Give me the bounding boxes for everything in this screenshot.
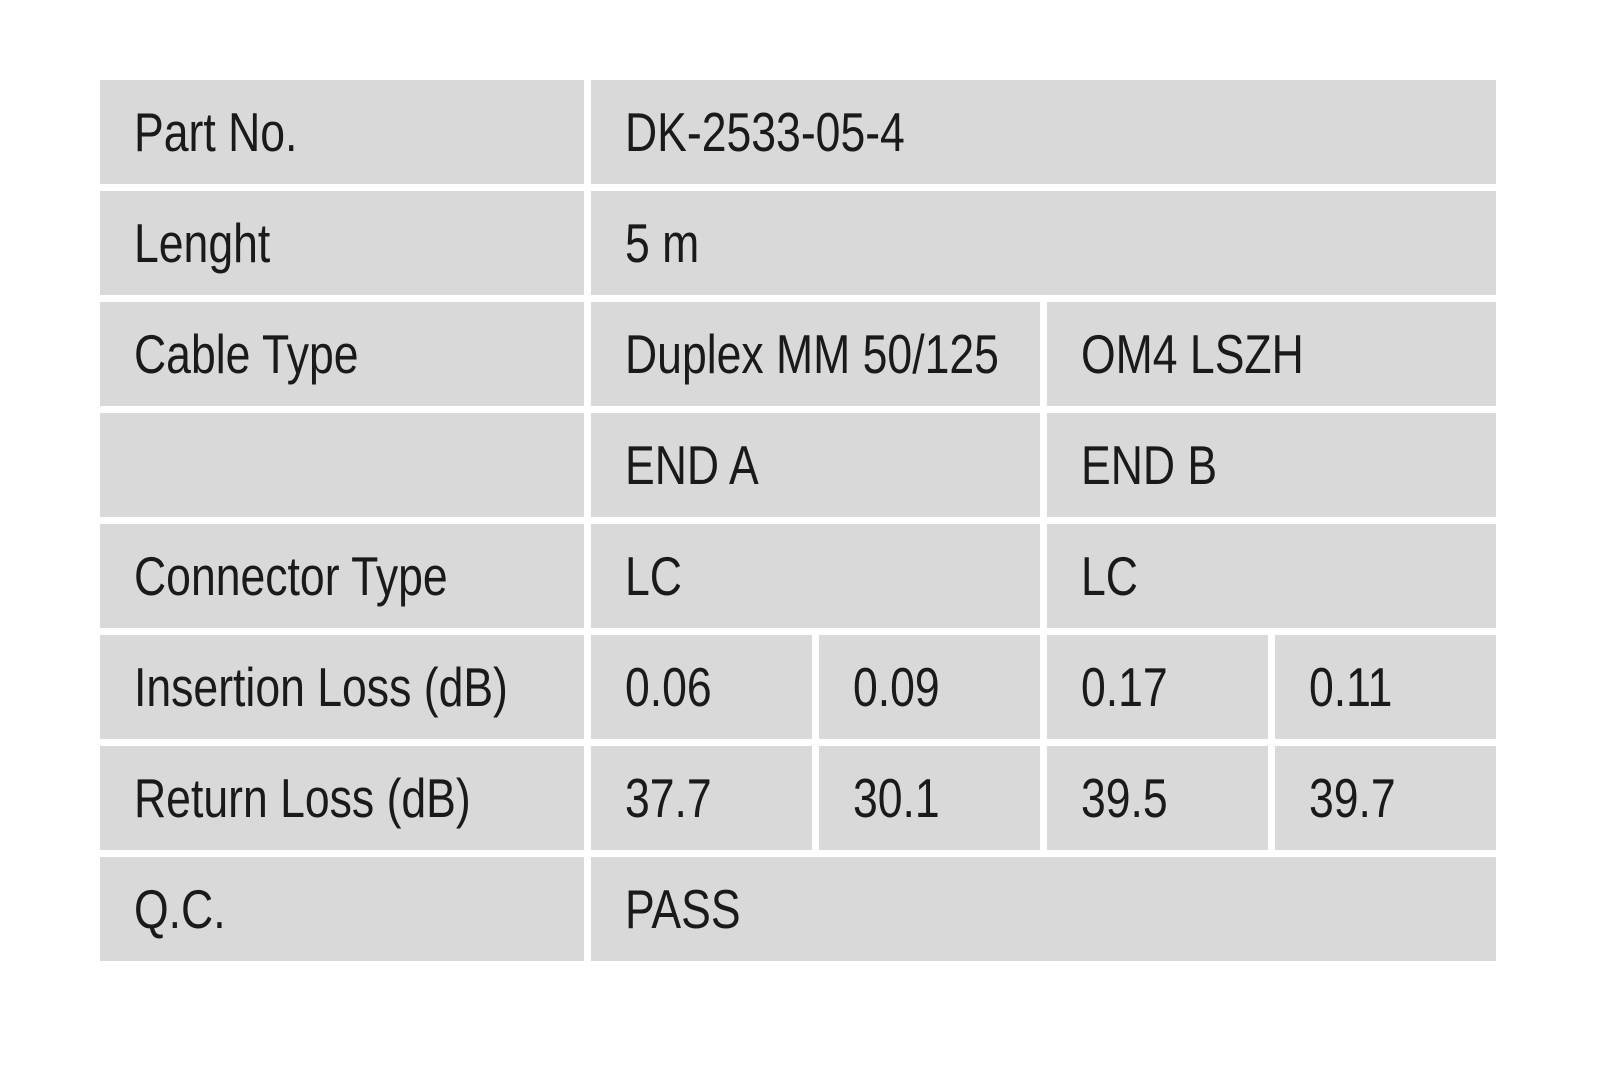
cell-insertion-loss-value-1: 0.09 xyxy=(819,635,1040,739)
label-text-cable-type: Cable Type xyxy=(134,322,359,385)
cell-cable-type-value-0: Duplex MM 50/125 xyxy=(591,302,1040,406)
cell-connector-type-value-0: LC xyxy=(591,524,1040,628)
value-text-ends-header-0: END A xyxy=(625,433,759,496)
cell-connector-type-value-1: LC xyxy=(1047,524,1496,628)
value-text-cable-type-0: Duplex MM 50/125 xyxy=(625,322,999,385)
label-text-insertion-loss: Insertion Loss (dB) xyxy=(134,655,508,718)
value-text-insertion-loss-0: 0.06 xyxy=(625,655,712,718)
cell-qc-value-0: PASS xyxy=(591,857,1496,961)
cell-ends-header-label xyxy=(100,413,584,517)
cell-length-label: Lenght xyxy=(100,191,584,295)
cell-qc-label: Q.C. xyxy=(100,857,584,961)
label-text-connector-type: Connector Type xyxy=(134,544,448,607)
value-text-connector-type-0: LC xyxy=(625,544,682,607)
value-text-qc-0: PASS xyxy=(625,877,741,940)
value-text-insertion-loss-3: 0.11 xyxy=(1309,655,1393,718)
cell-part-no-value-0: DK-2533-05-4 xyxy=(591,80,1496,184)
value-text-return-loss-1: 30.1 xyxy=(853,766,940,829)
value-text-insertion-loss-1: 0.09 xyxy=(853,655,940,718)
value-text-insertion-loss-2: 0.17 xyxy=(1081,655,1168,718)
cell-return-loss-value-0: 37.7 xyxy=(591,746,812,850)
cell-return-loss-value-1: 30.1 xyxy=(819,746,1040,850)
cell-ends-header-value-0: END A xyxy=(591,413,1040,517)
value-text-return-loss-2: 39.5 xyxy=(1081,766,1168,829)
cell-return-loss-value-2: 39.5 xyxy=(1047,746,1268,850)
cell-length-value-0: 5 m xyxy=(591,191,1496,295)
spec-table: Part No. DK-2533-05-4 Lenght 5 m Cable Type D… xyxy=(100,80,1496,961)
cell-return-loss-value-3: 39.7 xyxy=(1275,746,1496,850)
value-text-connector-type-1: LC xyxy=(1081,544,1138,607)
label-text-return-loss: Return Loss (dB) xyxy=(134,766,471,829)
value-text-part-no-0: DK-2533-05-4 xyxy=(625,100,905,163)
cell-part-no-label: Part No. xyxy=(100,80,584,184)
value-text-cable-type-1: OM4 LSZH xyxy=(1081,322,1304,385)
cell-cable-type-label: Cable Type xyxy=(100,302,584,406)
label-text-qc: Q.C. xyxy=(134,877,226,940)
value-text-length-0: 5 m xyxy=(625,211,700,274)
value-text-return-loss-0: 37.7 xyxy=(625,766,712,829)
cell-ends-header-value-1: END B xyxy=(1047,413,1496,517)
cell-insertion-loss-value-0: 0.06 xyxy=(591,635,812,739)
label-text-part-no: Part No. xyxy=(134,100,298,163)
cell-insertion-loss-value-3: 0.11 xyxy=(1275,635,1496,739)
cell-insertion-loss-label: Insertion Loss (dB) xyxy=(100,635,584,739)
cell-insertion-loss-value-2: 0.17 xyxy=(1047,635,1268,739)
value-text-ends-header-1: END B xyxy=(1081,433,1218,496)
value-text-return-loss-3: 39.7 xyxy=(1309,766,1396,829)
cell-return-loss-label: Return Loss (dB) xyxy=(100,746,584,850)
cell-cable-type-value-1: OM4 LSZH xyxy=(1047,302,1496,406)
cell-connector-type-label: Connector Type xyxy=(100,524,584,628)
label-text-length: Lenght xyxy=(134,211,271,274)
